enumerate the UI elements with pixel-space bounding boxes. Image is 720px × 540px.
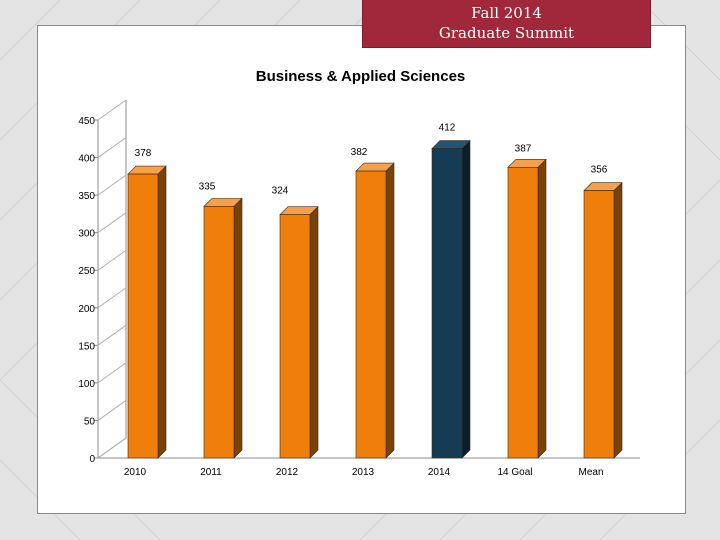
- data-label: 324: [272, 186, 289, 197]
- x-tick-label: 2011: [200, 467, 222, 478]
- bar-side: [537, 158, 547, 459]
- y-tick-label: 400: [78, 154, 95, 165]
- x-tick-label: 2013: [352, 467, 375, 478]
- y-depth-line: [97, 99, 127, 121]
- bar-side: [309, 205, 319, 459]
- y-depth-line: [97, 287, 127, 309]
- y-tick-label: 350: [78, 191, 95, 202]
- y-axis-back-wall: [97, 100, 127, 459]
- bar: [355, 170, 387, 459]
- y-depth-line: [97, 324, 127, 346]
- y-tick-label: 450: [78, 116, 95, 127]
- y-depth-line: [97, 362, 127, 384]
- y-tick-label: 250: [78, 266, 95, 277]
- bar-side: [613, 181, 623, 459]
- header-line-1: Fall 2014: [471, 4, 542, 22]
- x-tick-label: 2010: [124, 467, 147, 478]
- y-depth-line: [97, 400, 127, 421]
- bar-side: [233, 197, 243, 459]
- bar: [583, 190, 615, 459]
- bar: [431, 148, 463, 459]
- y-tick-label: 200: [78, 304, 95, 315]
- bar-side: [461, 139, 471, 459]
- y-tick-label: 150: [78, 341, 95, 352]
- x-tick-label: 2012: [276, 467, 299, 478]
- y-depth-line: [97, 137, 127, 158]
- y-depth-line: [97, 249, 127, 271]
- bar: [279, 214, 311, 459]
- y-tick-label: 0: [89, 454, 95, 465]
- data-label: 356: [591, 165, 608, 176]
- data-label: 382: [351, 147, 368, 158]
- x-tick-label: 2014: [428, 467, 451, 478]
- header-line-2: Graduate Summit: [438, 24, 575, 42]
- y-tick-label: 300: [78, 229, 95, 240]
- y-depth-line: [97, 212, 127, 234]
- bar-side: [157, 165, 167, 459]
- data-label: 378: [135, 148, 152, 159]
- bar-side: [385, 162, 395, 459]
- data-label: 412: [439, 123, 456, 134]
- header-box: Fall 2014 Graduate Summit: [362, 0, 651, 48]
- bar: [203, 206, 235, 459]
- y-depth-line: [97, 437, 127, 459]
- y-tick-label: 50: [84, 416, 96, 427]
- data-label: 387: [515, 143, 532, 154]
- y-tick-label: 100: [78, 379, 95, 390]
- bar: [507, 167, 539, 459]
- y-depth-line: [97, 174, 127, 196]
- bar: [127, 173, 159, 459]
- x-tick-label: Mean: [578, 467, 603, 478]
- data-label: 335: [199, 181, 216, 192]
- chart-title: Business & Applied Sciences: [255, 68, 466, 85]
- x-tick-label: 14 Goal: [497, 467, 532, 478]
